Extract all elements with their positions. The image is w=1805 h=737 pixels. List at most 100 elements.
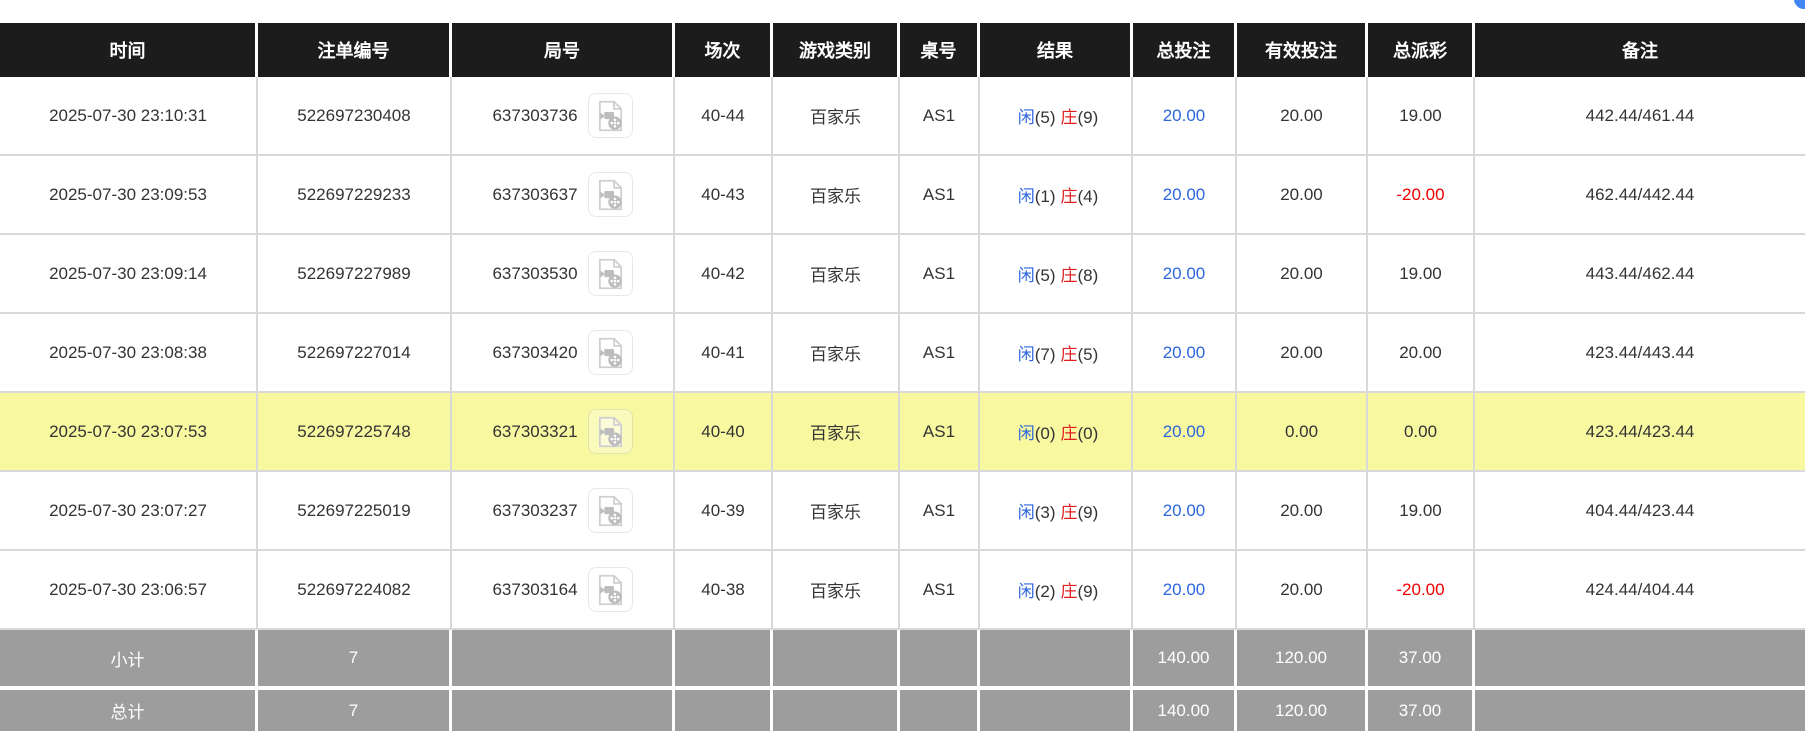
valid-bet-cell: 20.00 [1237, 551, 1368, 630]
banker-result: 庄(5) [1060, 345, 1099, 364]
payout-cell: 20.00 [1368, 314, 1475, 393]
col-header-total-bet: 总投注 [1133, 23, 1237, 77]
video-replay-button[interactable] [587, 409, 633, 454]
table-row: 2025-07-30 23:06:57 522697224082 6373031… [0, 551, 1805, 630]
table-no-cell: AS1 [900, 393, 980, 472]
col-header-round: 局号 [452, 23, 675, 77]
col-header-game-type: 游戏类别 [773, 23, 900, 77]
video-replay-icon [598, 416, 622, 447]
col-header-result: 结果 [980, 23, 1133, 77]
banker-result: 庄(9) [1060, 582, 1099, 601]
valid-bet-cell: 20.00 [1237, 77, 1368, 156]
time-cell: 2025-07-30 23:07:27 [0, 472, 258, 551]
bet-id-cell: 522697227014 [258, 314, 452, 393]
remark-cell: 423.44/423.44 [1475, 393, 1805, 472]
total-bet-cell: 20.00 [1133, 235, 1237, 314]
payout-cell: -20.00 [1368, 551, 1475, 630]
round-number: 637303420 [492, 342, 578, 362]
subtotal-row: 小计 7 140.00 120.00 37.00 [0, 630, 1805, 690]
empty-cell [900, 630, 980, 690]
table-row: 2025-07-30 23:10:31 522697230408 6373037… [0, 77, 1805, 156]
game-type-cell: 百家乐 [773, 77, 900, 156]
video-replay-button[interactable] [587, 567, 633, 612]
round-number: 637303237 [492, 500, 578, 520]
result-cell: 闲(2) 庄(9) [980, 551, 1133, 630]
total-bet-link[interactable]: 20.00 [1162, 263, 1206, 283]
table-row: 2025-07-30 23:09:53 522697229233 6373036… [0, 156, 1805, 235]
bet-id-cell: 522697229233 [258, 156, 452, 235]
total-bet-link[interactable]: 20.00 [1162, 105, 1206, 125]
player-result: 闲(1) [1017, 187, 1056, 206]
video-replay-button[interactable] [587, 330, 633, 375]
table-no-cell: AS1 [900, 551, 980, 630]
table-header-row: 时间 注单编号 局号 场次 游戏类别 桌号 结果 总投注 有效投注 总派彩 备注 [0, 23, 1805, 77]
grand-total-valid-bet: 120.00 [1237, 690, 1368, 731]
session-cell: 40-42 [675, 235, 773, 314]
total-bet-link[interactable]: 20.00 [1162, 500, 1206, 520]
time-cell: 2025-07-30 23:10:31 [0, 77, 258, 156]
bet-id-cell: 522697227989 [258, 235, 452, 314]
game-type-cell: 百家乐 [773, 314, 900, 393]
round-cell: 637303164 [452, 551, 675, 630]
video-replay-button[interactable] [587, 93, 633, 138]
grand-total-row: 总计 7 140.00 120.00 37.00 [0, 690, 1805, 731]
subtotal-total-bet: 140.00 [1133, 630, 1237, 690]
empty-cell [1475, 690, 1805, 731]
session-cell: 40-43 [675, 156, 773, 235]
total-bet-link[interactable]: 20.00 [1162, 579, 1206, 599]
table-no-cell: AS1 [900, 235, 980, 314]
round-number: 637303164 [492, 579, 578, 599]
col-header-bet-id: 注单编号 [258, 23, 452, 77]
subtotal-valid-bet: 120.00 [1237, 630, 1368, 690]
time-cell: 2025-07-30 23:09:53 [0, 156, 258, 235]
round-number: 637303637 [492, 184, 578, 204]
round-number: 637303530 [492, 263, 578, 283]
total-bet-cell: 20.00 [1133, 156, 1237, 235]
video-replay-button[interactable] [587, 251, 633, 296]
session-cell: 40-38 [675, 551, 773, 630]
total-bet-link[interactable]: 20.00 [1162, 342, 1206, 362]
player-result: 闲(0) [1017, 424, 1056, 443]
game-type-cell: 百家乐 [773, 551, 900, 630]
payout-cell: -20.00 [1368, 156, 1475, 235]
grand-total-label: 总计 [0, 690, 258, 731]
remark-cell: 442.44/461.44 [1475, 77, 1805, 156]
empty-cell [1475, 630, 1805, 690]
grand-total-payout: 37.00 [1368, 690, 1475, 731]
round-cell: 637303420 [452, 314, 675, 393]
empty-cell [452, 690, 675, 731]
player-result: 闲(2) [1017, 582, 1056, 601]
table-no-cell: AS1 [900, 156, 980, 235]
result-cell: 闲(5) 庄(9) [980, 77, 1133, 156]
video-replay-button[interactable] [587, 172, 633, 217]
round-number: 637303321 [492, 421, 578, 441]
session-cell: 40-39 [675, 472, 773, 551]
empty-cell [980, 690, 1133, 731]
valid-bet-cell: 20.00 [1237, 156, 1368, 235]
table-no-cell: AS1 [900, 314, 980, 393]
valid-bet-cell: 20.00 [1237, 472, 1368, 551]
total-bet-link[interactable]: 20.00 [1162, 421, 1206, 441]
banker-result: 庄(9) [1060, 108, 1099, 127]
banker-result: 庄(9) [1060, 503, 1099, 522]
subtotal-count: 7 [258, 630, 452, 690]
video-replay-button[interactable] [587, 488, 633, 533]
table-row-highlighted: 2025-07-30 23:07:53 522697225748 6373033… [0, 393, 1805, 472]
col-header-valid-bet: 有效投注 [1237, 23, 1368, 77]
total-bet-link[interactable]: 20.00 [1162, 184, 1206, 204]
payout-cell: 19.00 [1368, 472, 1475, 551]
video-replay-icon [598, 495, 622, 526]
empty-cell [980, 630, 1133, 690]
empty-cell [773, 690, 900, 731]
video-replay-icon [598, 337, 622, 368]
total-bet-cell: 20.00 [1133, 77, 1237, 156]
col-header-table-no: 桌号 [900, 23, 980, 77]
bet-id-cell: 522697230408 [258, 77, 452, 156]
player-result: 闲(5) [1017, 266, 1056, 285]
notification-dot[interactable] [1794, 0, 1805, 9]
player-result: 闲(5) [1017, 108, 1056, 127]
payout-cell: 19.00 [1368, 235, 1475, 314]
bet-id-cell: 522697225019 [258, 472, 452, 551]
total-bet-cell: 20.00 [1133, 393, 1237, 472]
empty-cell [675, 690, 773, 731]
